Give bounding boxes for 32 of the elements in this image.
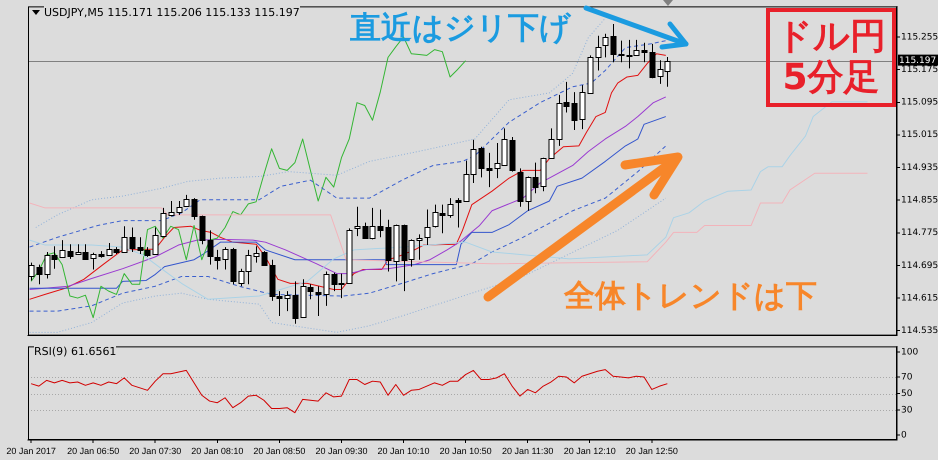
y-tick-label: 114.855 bbox=[901, 196, 938, 206]
x-tick-label: 20 Jan 07:30 bbox=[129, 446, 182, 456]
y-tick-label: 115.255 bbox=[901, 32, 938, 42]
annotation: 全体トレンドは下 bbox=[564, 278, 817, 315]
x-tick-label: 20 Jan 06:50 bbox=[67, 446, 120, 456]
ref-line-label: 115.197 bbox=[899, 56, 936, 66]
x-tick-label: 20 Jan 08:50 bbox=[253, 446, 306, 456]
y-tick-label: 115.015 bbox=[901, 130, 938, 140]
x-tick-label: 20 Jan 09:30 bbox=[315, 446, 368, 456]
chart-title: RSI(9) 61.6561 bbox=[34, 345, 116, 358]
x-tick-label: 20 Jan 10:10 bbox=[378, 446, 430, 456]
chart-title: USDJPY,M5 115.171 115.206 115.133 115.197 bbox=[44, 6, 300, 19]
annotation: ドル円 5分足 bbox=[766, 8, 896, 107]
x-tick-label: 20 Jan 12:50 bbox=[626, 446, 678, 456]
y-tick-label: 115.095 bbox=[901, 98, 938, 108]
x-tick-label: 20 Jan 10:50 bbox=[440, 446, 492, 456]
y-tick-label: 30 bbox=[901, 406, 913, 416]
y-tick-label: 114.935 bbox=[901, 162, 938, 173]
x-tick-label: 20 Jan 2017 bbox=[6, 446, 56, 456]
x-tick-label: 20 Jan 12:10 bbox=[564, 446, 616, 456]
y-tick-label: 115.175 bbox=[901, 64, 938, 75]
y-tick-label: 114.535 bbox=[901, 326, 938, 336]
x-tick-label: 20 Jan 08:10 bbox=[191, 446, 244, 456]
annotation: 直近はジリ下げ bbox=[350, 10, 571, 47]
y-tick-label: 114.695 bbox=[901, 260, 938, 271]
y-tick-label: 0 bbox=[901, 430, 907, 440]
y-tick-label: 114.615 bbox=[901, 293, 938, 304]
y-tick-label: 114.775 bbox=[901, 228, 938, 238]
y-tick-label: 70 bbox=[901, 372, 913, 382]
y-tick-label: 50 bbox=[901, 388, 913, 399]
y-tick-label: 100 bbox=[901, 348, 918, 358]
x-tick-label: 20 Jan 11:30 bbox=[502, 446, 554, 456]
